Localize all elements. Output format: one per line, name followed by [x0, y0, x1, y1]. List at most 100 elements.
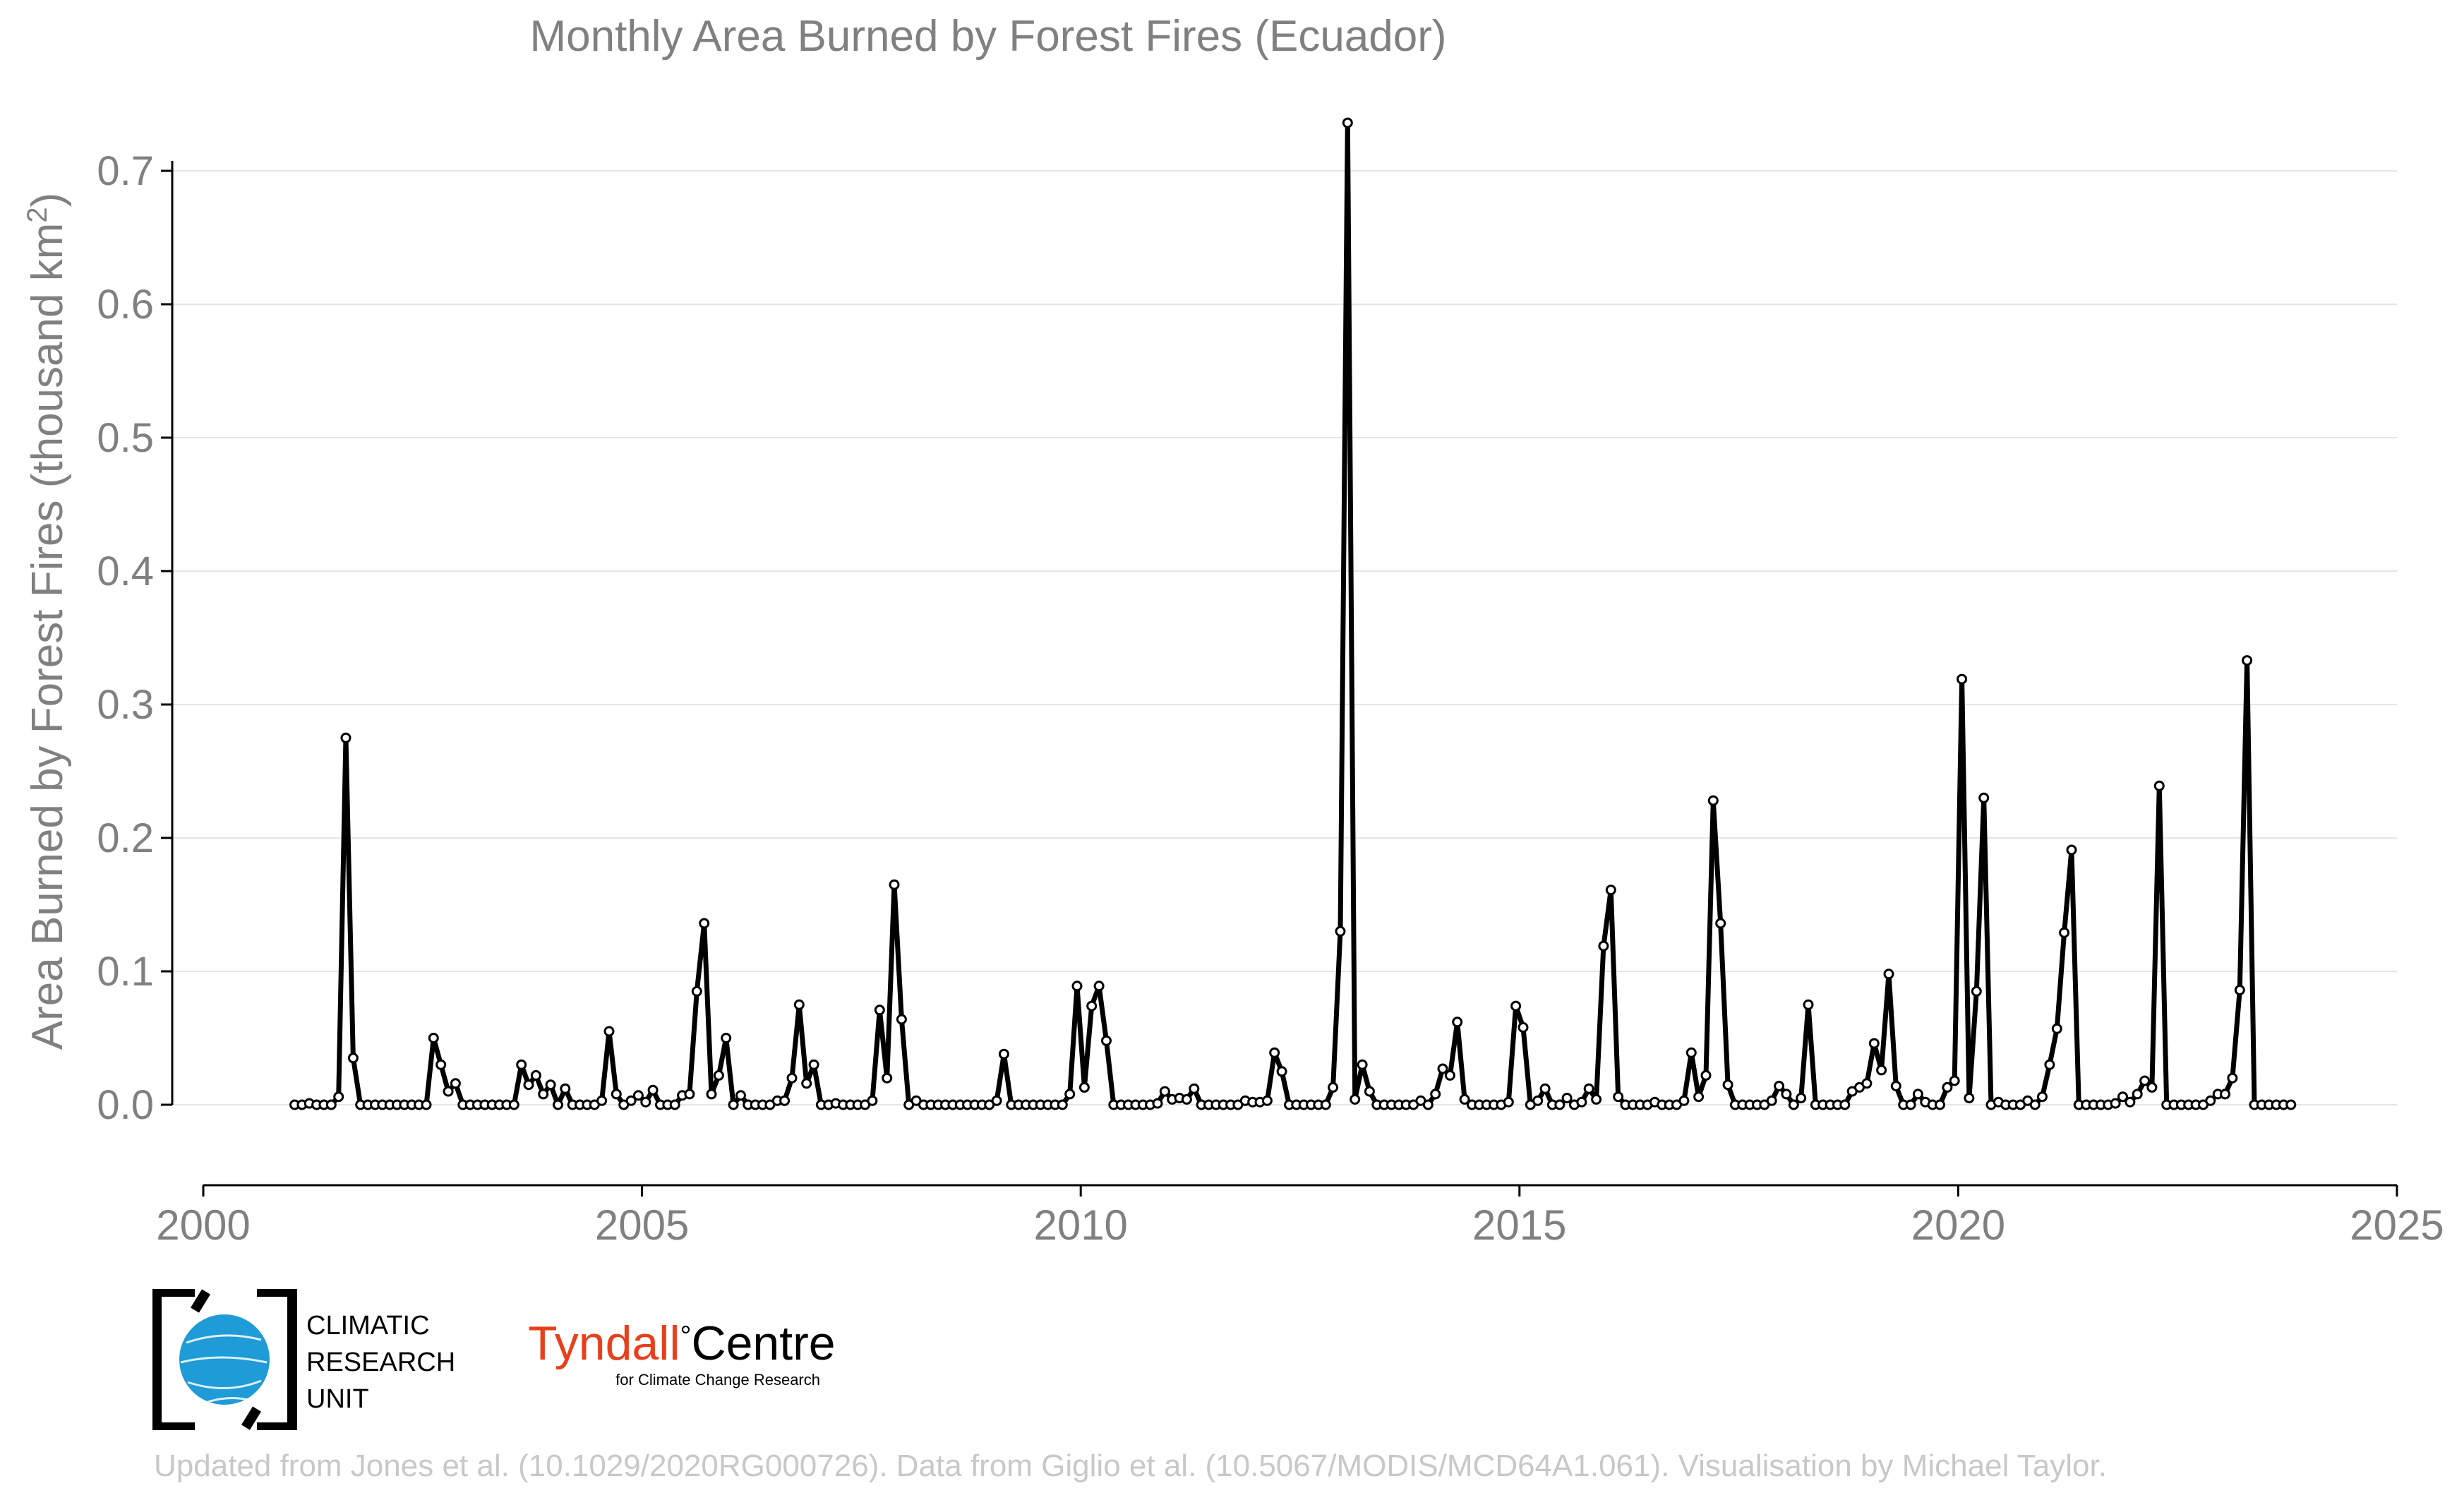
y-ticks: 0.0 0.1 0.2 0.3 0.4 0.5 0.6 0.7 — [97, 148, 172, 1128]
data-point — [1350, 1093, 1361, 1105]
data-point — [1613, 1091, 1624, 1103]
data-point — [1781, 1089, 1792, 1100]
data-point — [1957, 673, 1968, 685]
data-point — [793, 999, 805, 1010]
data-point — [1093, 981, 1105, 992]
data-point — [867, 1095, 878, 1106]
data-point — [1678, 1095, 1690, 1106]
data-point — [2029, 1099, 2041, 1110]
data-point — [1078, 1081, 1090, 1093]
y-tick-label: 0.6 — [97, 282, 154, 328]
cru-logo: CLIMATIC RESEARCH UNIT — [152, 1287, 519, 1432]
data-point — [2234, 985, 2245, 995]
data-point — [2117, 1091, 2128, 1103]
data-point — [1598, 940, 1609, 952]
data-point — [508, 1099, 519, 1110]
cru-line-3: UNIT — [306, 1384, 369, 1414]
data-point — [1071, 981, 1083, 992]
data-point — [1364, 1086, 1375, 1097]
data-point — [1935, 1099, 1945, 1110]
tyndall-degree: ° — [680, 1321, 691, 1352]
data-point — [333, 1091, 344, 1103]
data-point — [632, 1090, 644, 1101]
data-point — [2044, 1059, 2055, 1070]
tyndall-name: Tyndall — [528, 1317, 680, 1370]
data-point — [1057, 1099, 1068, 1110]
data-point — [1788, 1099, 1799, 1110]
data-point — [1876, 1065, 1887, 1076]
data-point — [684, 1089, 695, 1100]
data-point — [1707, 795, 1719, 806]
x-tick-label: 2015 — [1472, 1201, 1566, 1249]
data-point — [523, 1079, 534, 1091]
series-area-burned — [289, 117, 2297, 1110]
cru-line-1: CLIMATIC — [306, 1311, 430, 1341]
data-point — [1839, 1099, 1851, 1110]
data-point — [1189, 1083, 1200, 1094]
data-point — [2051, 1023, 2062, 1034]
data-point — [991, 1095, 1002, 1106]
x-tick-label: 2005 — [595, 1201, 689, 1249]
data-point — [325, 1099, 337, 1110]
data-point — [1357, 1059, 1368, 1070]
data-point — [545, 1079, 556, 1091]
data-point — [1510, 1000, 1522, 1012]
data-point — [896, 1014, 907, 1025]
data-point — [1181, 1093, 1192, 1105]
x-tick-label: 2010 — [1033, 1201, 1127, 1249]
data-point — [2139, 1075, 2151, 1086]
series-line — [294, 120, 2291, 1108]
data-point — [1261, 1095, 1273, 1106]
tyndall-logo: Tyndall°Centre for Climate Change Resear… — [525, 1313, 836, 1398]
data-point — [530, 1069, 541, 1081]
y-tick-label: 0.7 — [97, 148, 154, 194]
data-point — [450, 1078, 461, 1089]
data-point — [2227, 1072, 2238, 1084]
data-point — [1342, 117, 1353, 128]
data-point — [1159, 1086, 1170, 1097]
y-axis-label-sup: 2 — [22, 207, 53, 222]
y-axis-label-main: Area Burned by Forest Fires (thousand km — [23, 223, 72, 1050]
footer-credit: Updated from Jones et al. (10.1029/2020R… — [154, 1449, 2107, 1483]
data-point — [1064, 1089, 1076, 1100]
data-point — [2153, 780, 2165, 791]
data-point — [647, 1084, 659, 1096]
data-point — [2066, 844, 2077, 856]
data-point — [443, 1086, 454, 1097]
data-point — [2132, 1089, 2143, 1100]
data-point — [1796, 1093, 1807, 1103]
data-point — [1430, 1089, 1441, 1100]
axes — [171, 161, 2397, 1187]
y-axis-label: Area Burned by Forest Fires (thousand km… — [22, 193, 72, 1050]
y-tick-label: 0.3 — [97, 682, 154, 728]
data-point — [553, 1099, 563, 1110]
data-point — [2037, 1091, 2048, 1103]
data-point — [428, 1033, 439, 1043]
y-tick-label: 0.2 — [97, 815, 154, 861]
x-ticks: 2000 2005 2010 2015 2020 2025 — [156, 1185, 2444, 1249]
data-point — [1335, 925, 1346, 937]
data-point — [1685, 1047, 1697, 1058]
x-tick-label: 2025 — [2350, 1201, 2444, 1249]
data-point — [1539, 1083, 1551, 1094]
data-point — [721, 1033, 732, 1043]
gridlines — [172, 170, 2397, 1105]
cru-logo-mark: CLIMATIC RESEARCH UNIT — [152, 1287, 455, 1432]
data-point — [1518, 1021, 1529, 1033]
data-point — [1269, 1047, 1280, 1058]
data-point — [1868, 1038, 1880, 1049]
data-point — [2220, 1089, 2230, 1100]
data-point — [611, 1089, 622, 1100]
data-point — [1320, 1099, 1331, 1110]
data-point — [1693, 1091, 1705, 1103]
data-point — [1459, 1093, 1470, 1105]
data-point — [699, 918, 710, 929]
data-point — [1532, 1095, 1544, 1106]
tyndall-centre: Centre — [691, 1317, 835, 1370]
data-point — [1583, 1083, 1594, 1094]
data-point — [1774, 1081, 1785, 1091]
data-point — [1444, 1069, 1455, 1081]
y-axis-label-close: ) — [23, 193, 72, 208]
tyndall-tagline: for Climate Change Research — [615, 1371, 820, 1389]
data-point — [538, 1089, 549, 1100]
